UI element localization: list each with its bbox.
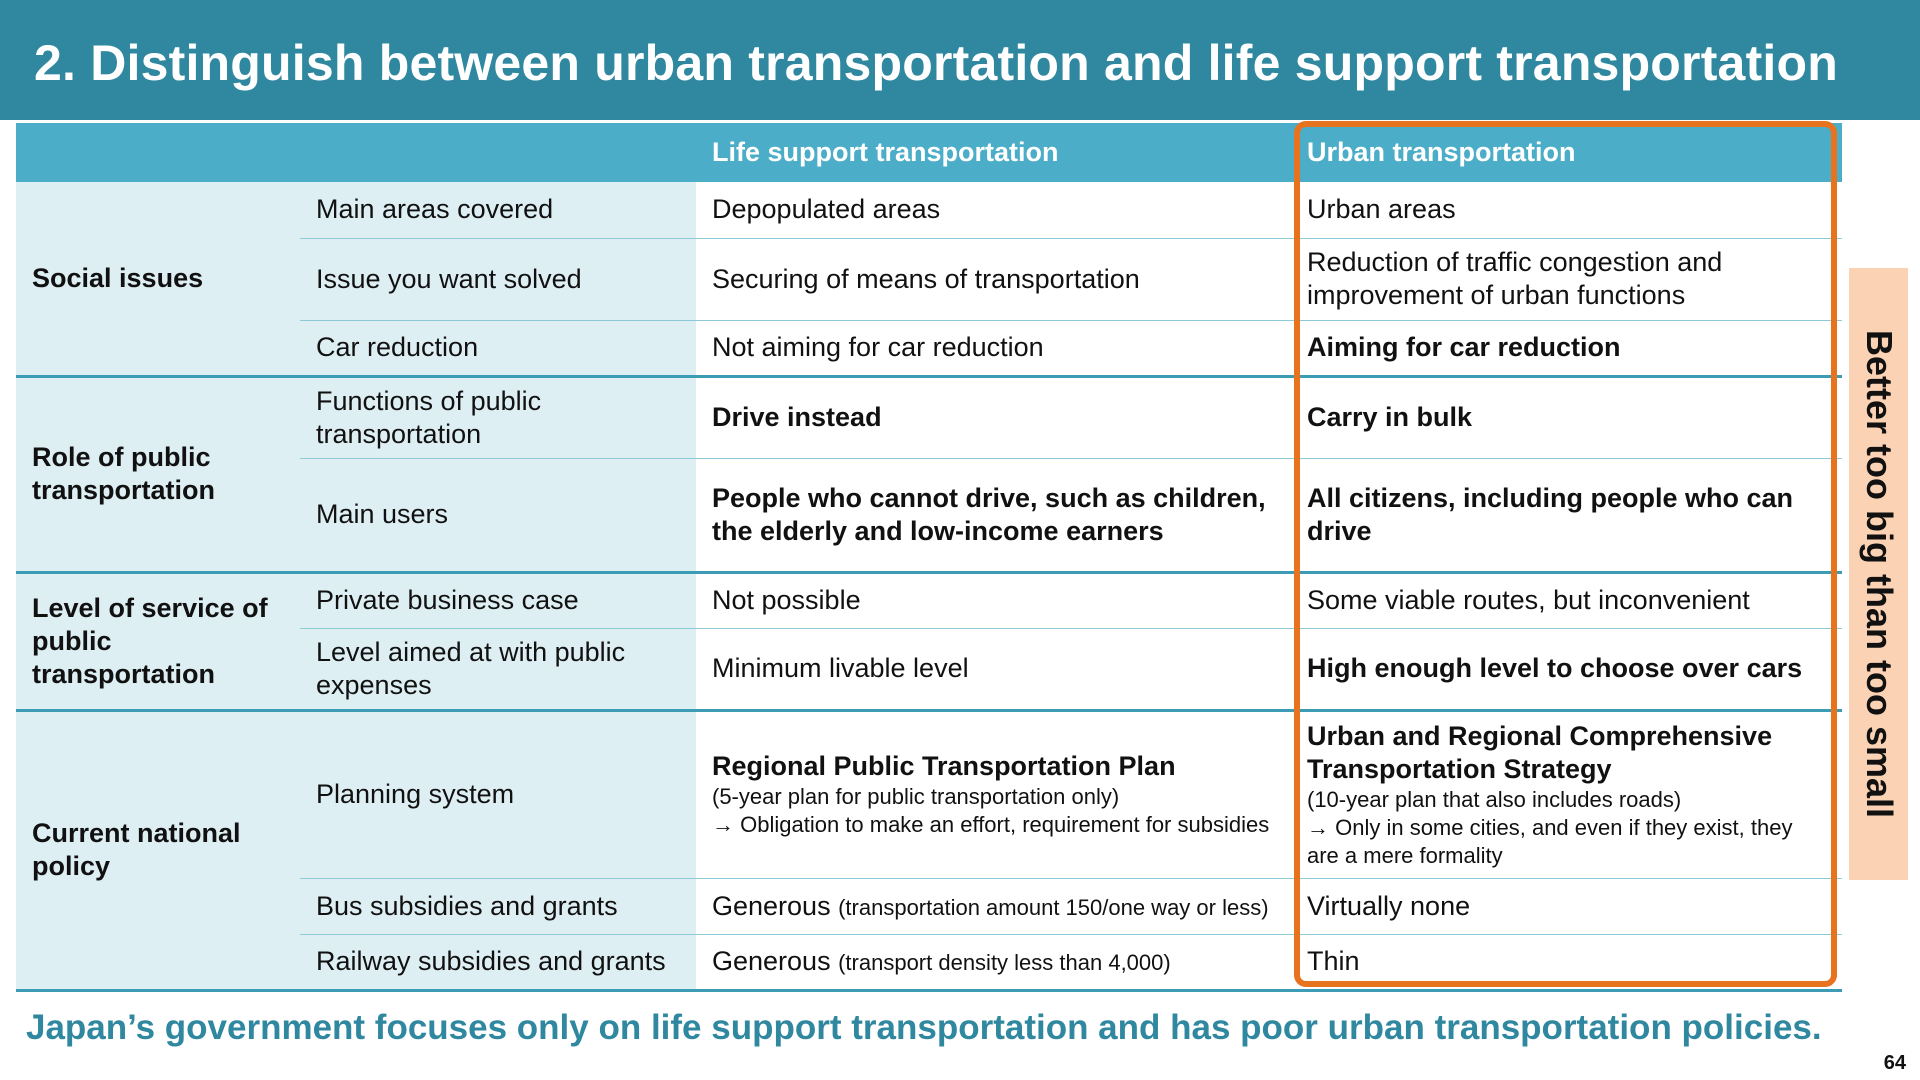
row-label: Car reduction (300, 320, 696, 378)
life-plan-note: → Obligation to make an effort, requirem… (712, 812, 1270, 837)
side-note-text: Better too big than too small (1858, 329, 1900, 819)
row-label: Main areas covered (300, 182, 696, 239)
urban-cell: Some viable routes, but inconvenient (1291, 572, 1842, 629)
life-cell: Depopulated areas (696, 182, 1291, 239)
table-row: Main users People who cannot drive, such… (16, 458, 1842, 574)
life-value: Generous (712, 890, 831, 921)
header-urban: Urban transportation (1291, 123, 1842, 182)
life-cell: People who cannot drive, such as childre… (696, 458, 1291, 574)
table-row: Car reduction Not aiming for car reducti… (16, 320, 1842, 378)
urban-cell: Virtually none (1291, 878, 1842, 935)
urban-cell: Carry in bulk (1291, 376, 1842, 459)
life-plan-detail: (5-year plan for public transportation o… (712, 784, 1120, 809)
life-note: (transport density less than 4,000) (838, 950, 1171, 975)
row-label: Main users (300, 458, 696, 574)
row-label: Issue you want solved (300, 238, 696, 321)
urban-plan-title: Urban and Regional Comprehensive Transpo… (1307, 720, 1773, 784)
table-row: Social issues Main areas covered Depopul… (16, 182, 1842, 378)
life-cell: Regional Public Transportation Plan (5-y… (696, 710, 1291, 879)
comparison-table: Life support transportation Urban transp… (16, 123, 1842, 992)
table-row: Role of public transportation Functions … (16, 376, 1842, 574)
life-cell: Not aiming for car reduction (696, 320, 1291, 378)
row-label: Private business case (300, 572, 696, 629)
row-label: Railway subsidies and grants (300, 934, 696, 992)
row-label: Functions of public transportation (300, 376, 696, 459)
row-label: Planning system (300, 710, 696, 879)
urban-cell: Aiming for car reduction (1291, 320, 1842, 378)
life-cell: Generous (transportation amount 150/one … (696, 878, 1291, 935)
table-header-row: Life support transportation Urban transp… (16, 123, 1842, 182)
life-cell: Not possible (696, 572, 1291, 629)
title-bar: 2. Distinguish between urban transportat… (0, 0, 1920, 120)
row-label: Bus subsidies and grants (300, 878, 696, 935)
page-number: 64 (1883, 1052, 1906, 1074)
life-cell: Drive instead (696, 376, 1291, 459)
table-row: Level of service of public transportatio… (16, 572, 1842, 712)
table-row: Bus subsidies and grants Generous (trans… (16, 878, 1842, 935)
life-value: Generous (712, 946, 831, 976)
table-row: Current national policy Planning system … (16, 710, 1842, 992)
life-cell: Generous (transport density less than 4,… (696, 934, 1291, 992)
header-life-support: Life support transportation (696, 123, 1291, 182)
header-empty (16, 123, 300, 182)
urban-plan-detail: (10-year plan that also includes roads) (1307, 786, 1682, 812)
table-row: Railway subsidies and grants Generous (t… (16, 934, 1842, 992)
urban-cell: Urban and Regional Comprehensive Transpo… (1291, 710, 1842, 879)
category-social-issues: Social issues (16, 182, 300, 378)
life-note: (transportation amount 150/one way or le… (838, 894, 1269, 920)
urban-cell: Reduction of traffic congestion and impr… (1291, 238, 1842, 321)
urban-cell: Urban areas (1291, 182, 1842, 239)
life-cell: Securing of means of transportation (696, 238, 1291, 321)
category-national-policy: Current national policy (16, 710, 300, 992)
category-service-level: Level of service of public transportatio… (16, 572, 300, 712)
urban-plan-note: → Only in some cities, and even if they … (1307, 814, 1793, 868)
urban-cell: All citizens, including people who can d… (1291, 458, 1842, 574)
footer-conclusion: Japan’s government focuses only on life … (26, 1008, 1822, 1047)
life-cell: Minimum livable level (696, 628, 1291, 712)
life-plan-title: Regional Public Transportation Plan (712, 751, 1176, 781)
header-empty-2 (300, 123, 696, 182)
side-note: Better too big than too small (1849, 268, 1908, 880)
table-row: Issue you want solved Securing of means … (16, 238, 1842, 321)
page-title: 2. Distinguish between urban transportat… (34, 35, 1838, 91)
urban-cell: High enough level to choose over cars (1291, 628, 1842, 712)
table-row: Level aimed at with public expenses Mini… (16, 628, 1842, 712)
category-role: Role of public transportation (16, 376, 300, 574)
row-label: Level aimed at with public expenses (300, 628, 696, 712)
urban-cell: Thin (1291, 934, 1842, 992)
